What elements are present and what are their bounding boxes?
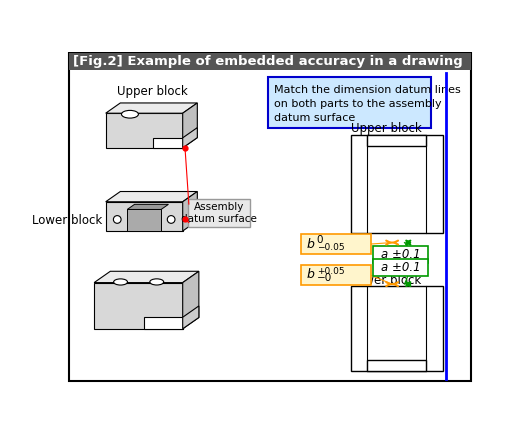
Bar [350,135,443,233]
FancyBboxPatch shape [373,246,428,263]
Text: −0: −0 [317,273,332,283]
Polygon shape [183,191,197,231]
Text: −0.05: −0.05 [317,243,344,252]
FancyBboxPatch shape [301,234,370,254]
FancyBboxPatch shape [373,259,428,276]
Ellipse shape [113,215,121,223]
Bar [367,360,426,371]
Text: Upper block: Upper block [116,85,187,98]
FancyBboxPatch shape [301,265,370,285]
Ellipse shape [150,279,164,285]
Polygon shape [94,283,183,329]
Ellipse shape [114,279,128,285]
Text: [Fig.2] Example of embedded accuracy in a drawing: [Fig.2] Example of embedded accuracy in … [73,55,463,68]
Polygon shape [183,306,199,329]
Text: b: b [307,238,315,251]
Polygon shape [106,103,197,113]
Bar [367,135,426,145]
Polygon shape [153,138,183,148]
Text: Match the dimension datum lines
on both parts to the assembly
datum surface: Match the dimension datum lines on both … [275,85,461,123]
Text: Lower block: Lower block [350,274,421,287]
Text: Lower block: Lower block [32,214,102,227]
Text: +0.05: +0.05 [317,267,344,276]
Polygon shape [183,271,199,329]
Polygon shape [94,271,199,283]
Ellipse shape [122,111,139,118]
Text: a ±0.1: a ±0.1 [381,261,421,274]
FancyBboxPatch shape [268,77,431,128]
Text: b: b [307,268,315,281]
Bar [350,286,443,371]
Text: Assembly
datum surface: Assembly datum surface [181,203,257,224]
Polygon shape [106,202,183,231]
Polygon shape [183,128,197,148]
Bar [69,53,472,70]
Text: 0: 0 [317,235,323,245]
Ellipse shape [167,215,175,223]
Text: Upper block: Upper block [350,122,421,135]
Polygon shape [106,113,183,148]
Polygon shape [106,191,197,202]
Polygon shape [144,317,183,329]
Text: a ±0.1: a ±0.1 [381,249,421,261]
FancyBboxPatch shape [188,200,250,227]
Polygon shape [127,204,169,209]
Bar [127,209,161,231]
Polygon shape [183,103,197,148]
